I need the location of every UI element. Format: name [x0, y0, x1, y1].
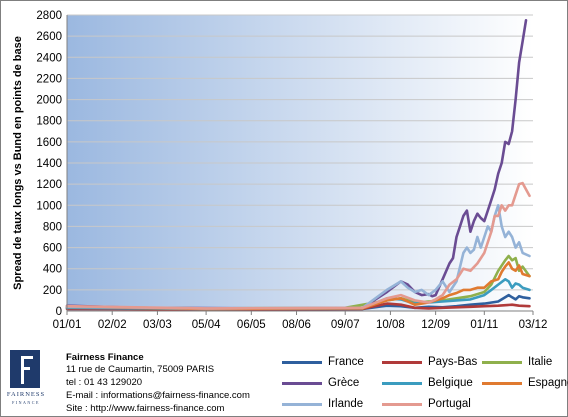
- y-tick-label: 2000: [36, 95, 62, 107]
- legend-item: Irlande: [282, 396, 363, 412]
- y-tick-label: 2400: [36, 52, 62, 64]
- legend-label: France: [328, 356, 364, 368]
- footer-site: Site : http://www.fairness-finance.com: [66, 403, 225, 414]
- y-tick-label: 1400: [36, 158, 62, 170]
- y-tick-labels: 0 200 400 600 800 1000 1200 1400 1600 1800 2000 220…: [36, 10, 62, 318]
- x-tick-label: 12/09: [421, 319, 450, 331]
- x-tick-label: 03/12: [519, 319, 548, 331]
- legend-label: Espagne: [528, 377, 568, 389]
- legend-swatch: [482, 381, 522, 385]
- legend-item: Espagne: [482, 375, 568, 391]
- logo-text: FAIRNESS: [6, 391, 46, 398]
- y-tick-label: 1800: [36, 116, 62, 128]
- footer-tel: tel : 01 43 129020: [66, 377, 143, 388]
- y-tick-label: 400: [43, 264, 62, 276]
- series-line-irlande: [65, 204, 531, 310]
- footer-company: Fairness Finance: [66, 352, 144, 363]
- y-tick-label: 0: [56, 306, 62, 318]
- y-axis-label: Spread de taux longs vs Bund en points d…: [12, 36, 24, 290]
- y-tick-label: 200: [43, 285, 62, 297]
- y-tick-label: 2800: [36, 10, 62, 22]
- x-tick-label: 02/02: [98, 319, 127, 331]
- x-tick-label: 08/06: [282, 319, 311, 331]
- x-tick-label: 01/01: [53, 319, 82, 331]
- logo-subtext: FINANCE: [12, 400, 40, 405]
- legend-label: Italie: [528, 356, 553, 368]
- y-tick-label: 1200: [36, 179, 62, 191]
- legend-swatch: [382, 360, 422, 364]
- x-tick-label: 01/11: [470, 319, 498, 331]
- y-tick-label: 2200: [36, 73, 62, 85]
- series-line-portugal: [65, 181, 531, 310]
- legend-item: France: [282, 354, 364, 370]
- x-tick-label: 09/07: [331, 319, 360, 331]
- x-tick-label: 06/05: [237, 319, 266, 331]
- legend-swatch: [382, 402, 422, 406]
- series-line-gr-ce: [65, 19, 528, 310]
- legend-swatch: [282, 360, 322, 364]
- legend-label: Grèce: [328, 377, 360, 389]
- y-tick-label: 2600: [36, 31, 62, 43]
- logo-mark: [10, 350, 40, 388]
- legend-item: Pays-Bas: [382, 354, 477, 370]
- x-tick-label: 05/04: [192, 319, 221, 331]
- series-lines: [65, 19, 531, 311]
- legend-item: Italie: [482, 354, 552, 370]
- legend-label: Pays-Bas: [428, 356, 478, 368]
- footer-email: E-mail : informations@fairness-finance.c…: [66, 390, 250, 401]
- legend-swatch: [282, 402, 322, 406]
- y-tick-label: 1000: [36, 200, 62, 212]
- x-tick-labels: 01/01 02/02 03/03 05/04 06/05 08/06 09/07 10/08…: [53, 319, 548, 331]
- legend-item: Belgique: [382, 375, 473, 391]
- footer-address: 11 rue de Caumartin, 75009 PARIS: [66, 364, 215, 375]
- series-line-espagne: [65, 261, 531, 311]
- fairness-logo: FAIRNESS FINANCE: [4, 350, 48, 410]
- legend-swatch: [282, 381, 322, 385]
- x-tick-label: 03/03: [143, 319, 172, 331]
- legend-label: Irlande: [328, 398, 364, 410]
- axes: [66, 15, 534, 315]
- y-tick-label: 600: [43, 243, 62, 255]
- legend-label: Portugal: [428, 398, 471, 410]
- legend-item: Portugal: [382, 396, 471, 412]
- legend-label: Belgique: [428, 377, 473, 389]
- legend-item: Grèce: [282, 375, 359, 391]
- legend-swatch: [382, 381, 422, 385]
- y-tick-label: 1600: [36, 137, 62, 149]
- x-tick-label: 10/08: [376, 319, 405, 331]
- series-line-pays-bas: [65, 302, 531, 311]
- y-tick-label: 800: [43, 221, 62, 233]
- legend-swatch: [482, 360, 522, 364]
